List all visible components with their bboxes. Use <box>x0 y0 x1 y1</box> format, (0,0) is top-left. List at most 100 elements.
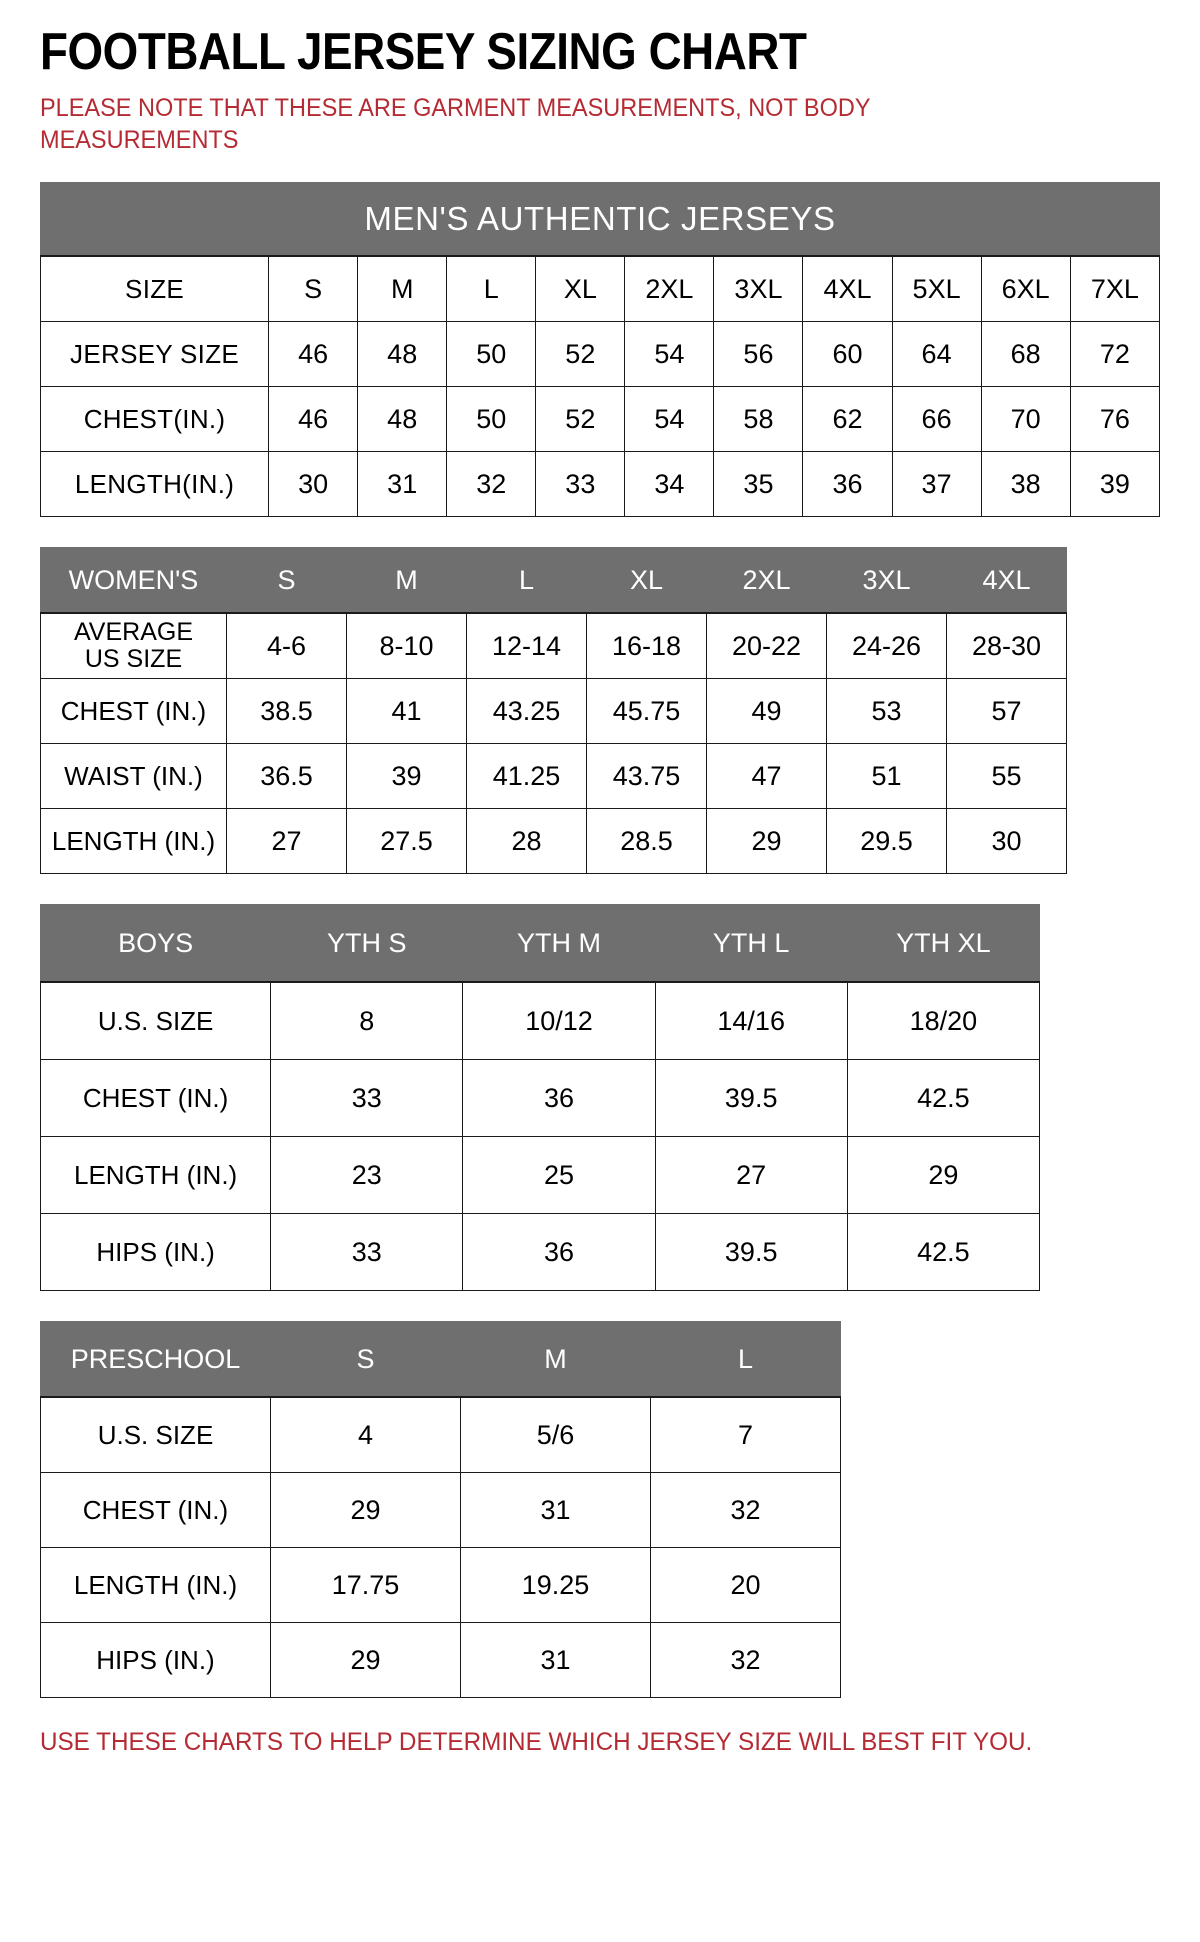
cell: 4-6 <box>226 612 347 679</box>
cell: 48 <box>357 321 448 387</box>
row-label: CHEST (IN.) <box>40 1472 271 1548</box>
row-label: LENGTH (IN.) <box>39 1136 272 1214</box>
row-label: CHEST (IN.) <box>39 1059 272 1137</box>
row-label: LENGTH (IN.) <box>40 1547 271 1623</box>
cell: 29 <box>846 1136 1041 1214</box>
row-label: AVERAGE US SIZE <box>40 612 227 679</box>
cell: 31 <box>357 451 448 517</box>
boys-col-header: YTH M <box>462 904 656 983</box>
cell: 10/12 <box>462 981 656 1060</box>
table-row: LENGTH (IN.) 27 27.5 28 28.5 29 29.5 30 <box>40 808 1067 874</box>
cell: 30 <box>946 808 1067 874</box>
cell: 64 <box>891 321 982 387</box>
womens-corner-label: WOMEN'S <box>40 547 227 614</box>
row-label-line2: US SIZE <box>84 645 183 673</box>
footer-note: USE THESE CHARTS TO HELP DETERMINE WHICH… <box>40 1728 1033 1756</box>
cell: 19.25 <box>460 1547 651 1623</box>
cell: 38.5 <box>226 678 347 744</box>
table-row: WAIST (IN.) 36.5 39 41.25 43.75 47 51 55 <box>40 743 1067 809</box>
mens-col-header: S <box>268 255 359 322</box>
cell: 7 <box>650 1396 841 1473</box>
mens-authentic-jerseys-table: MEN'S AUTHENTIC JERSEYS SIZE S M L XL 2X… <box>39 182 1161 517</box>
womens-jerseys-table: WOMEN'S S M L XL 2XL 3XL 4XL AVERAGE US … <box>40 547 1067 874</box>
cell: 41.25 <box>466 743 587 809</box>
cell: 25 <box>462 1136 656 1214</box>
row-label: HIPS (IN.) <box>40 1622 271 1698</box>
cell: 35 <box>713 451 804 517</box>
garment-measurement-note: PLEASE NOTE THAT THESE ARE GARMENT MEASU… <box>40 94 871 154</box>
preschool-col-header: M <box>460 1321 651 1398</box>
cell: 41 <box>346 678 467 744</box>
cell: 29 <box>270 1472 461 1548</box>
cell: 32 <box>650 1622 841 1698</box>
table-header-row: SIZE S M L XL 2XL 3XL 4XL 5XL 6XL 7XL <box>39 255 1161 322</box>
mens-col-header: 7XL <box>1069 255 1161 322</box>
cell: 47 <box>706 743 827 809</box>
cell: 53 <box>826 678 947 744</box>
cell: 39 <box>346 743 467 809</box>
womens-col-header: M <box>346 547 467 614</box>
mens-col-header: 6XL <box>980 255 1071 322</box>
cell: 32 <box>446 451 537 517</box>
cell: 12-14 <box>466 612 587 679</box>
cell: 56 <box>713 321 804 387</box>
cell: 43.75 <box>586 743 707 809</box>
cell: 36 <box>462 1059 656 1137</box>
cell: 52 <box>535 321 626 387</box>
row-label: CHEST (IN.) <box>40 678 227 744</box>
page-title: FOOTBALL JERSEY SIZING CHART <box>40 23 807 81</box>
row-label: HIPS (IN.) <box>39 1213 272 1291</box>
cell: 23 <box>270 1136 464 1214</box>
womens-col-header: 4XL <box>946 547 1067 614</box>
cell: 36 <box>802 451 893 517</box>
cell: 62 <box>802 386 893 452</box>
cell: 33 <box>270 1059 464 1137</box>
mens-col-header: 4XL <box>802 255 893 322</box>
table-row: U.S. SIZE 8 10/12 14/16 18/20 <box>39 981 1041 1060</box>
cell: 34 <box>624 451 715 517</box>
mens-corner-label: SIZE <box>39 255 270 322</box>
row-label: WAIST (IN.) <box>40 743 227 809</box>
cell: 37 <box>891 451 982 517</box>
mens-col-header: L <box>446 255 537 322</box>
womens-col-header: XL <box>586 547 707 614</box>
cell: 33 <box>270 1213 464 1291</box>
table-header-row: WOMEN'S S M L XL 2XL 3XL 4XL <box>40 547 1067 614</box>
preschool-col-header: S <box>270 1321 461 1398</box>
cell: 50 <box>446 321 537 387</box>
cell: 52 <box>535 386 626 452</box>
cell: 48 <box>357 386 448 452</box>
cell: 8 <box>270 981 464 1060</box>
cell: 27 <box>654 1136 848 1214</box>
preschool-col-header: L <box>650 1321 841 1398</box>
cell: 39 <box>1069 451 1161 517</box>
cell: 28 <box>466 808 587 874</box>
cell: 4 <box>270 1396 461 1473</box>
table-row: AVERAGE US SIZE 4-6 8-10 12-14 16-18 20-… <box>40 612 1067 679</box>
table-row: LENGTH (IN.) 17.75 19.25 20 <box>40 1547 841 1623</box>
cell: 50 <box>446 386 537 452</box>
cell: 54 <box>624 321 715 387</box>
cell: 70 <box>980 386 1071 452</box>
preschool-corner-label: PRESCHOOL <box>40 1321 271 1398</box>
table-row: U.S. SIZE 4 5/6 7 <box>40 1396 841 1473</box>
table-row: CHEST (IN.) 33 36 39.5 42.5 <box>39 1059 1041 1137</box>
mens-col-header: 2XL <box>624 255 715 322</box>
mens-col-header: XL <box>535 255 626 322</box>
mens-col-header: M <box>357 255 448 322</box>
womens-col-header: 3XL <box>826 547 947 614</box>
cell: 5/6 <box>460 1396 651 1473</box>
table-header-row: PRESCHOOL S M L <box>40 1321 841 1398</box>
row-label: JERSEY SIZE <box>39 321 270 387</box>
cell: 31 <box>460 1472 651 1548</box>
table-row: CHEST(IN.) 46 48 50 52 54 58 62 66 70 76 <box>39 386 1161 452</box>
cell: 14/16 <box>654 981 848 1060</box>
mens-col-header: 3XL <box>713 255 804 322</box>
table-row: CHEST (IN.) 38.5 41 43.25 45.75 49 53 57 <box>40 678 1067 744</box>
cell: 32 <box>650 1472 841 1548</box>
cell: 60 <box>802 321 893 387</box>
cell: 29 <box>270 1622 461 1698</box>
row-label-line1: AVERAGE <box>73 617 194 646</box>
cell: 51 <box>826 743 947 809</box>
